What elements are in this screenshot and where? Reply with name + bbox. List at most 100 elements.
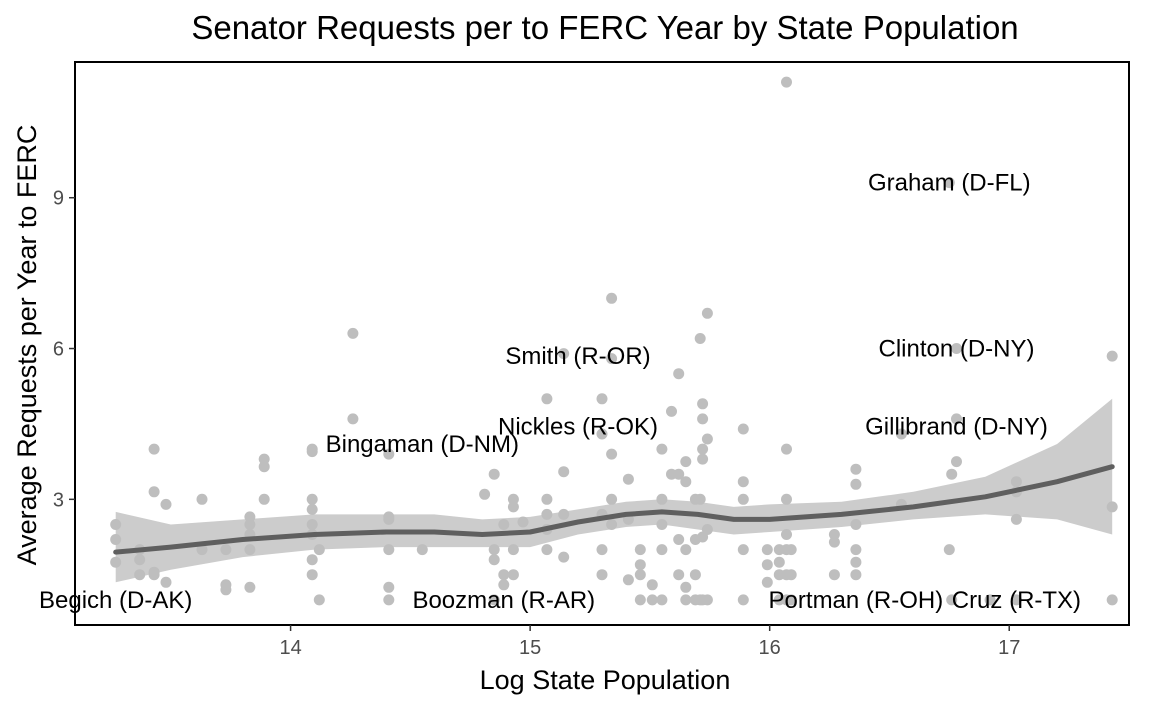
data-point xyxy=(1010,594,1022,606)
data-point xyxy=(656,519,668,530)
data-point xyxy=(306,503,318,515)
data-point xyxy=(761,576,773,588)
data-point xyxy=(383,513,395,525)
data-point xyxy=(488,544,500,556)
data-point xyxy=(781,493,792,505)
data-point xyxy=(689,569,701,581)
data-point xyxy=(507,493,519,505)
data-point xyxy=(498,569,510,581)
smooth-line-layer xyxy=(113,464,1115,555)
x-tick-label: 17 xyxy=(998,637,1020,659)
data-point xyxy=(701,433,713,445)
data-point xyxy=(313,544,325,556)
confidence-band xyxy=(115,398,1113,583)
data-point xyxy=(507,501,519,513)
data-point xyxy=(895,428,907,440)
data-point xyxy=(1010,513,1022,525)
data-point xyxy=(850,478,862,490)
data-point xyxy=(673,468,685,480)
data-point xyxy=(785,544,797,556)
data-point xyxy=(383,581,395,593)
data-point xyxy=(306,569,318,581)
data-point xyxy=(258,461,270,473)
senator-label: Begich (D-AK) xyxy=(39,587,192,614)
x-axis-title: Log State Population xyxy=(480,665,731,695)
data-point xyxy=(606,493,618,505)
senator-label: Portman (R-OH) xyxy=(769,587,944,614)
data-point xyxy=(541,493,553,505)
data-point xyxy=(1106,594,1118,606)
data-point xyxy=(850,569,862,581)
data-point xyxy=(781,529,792,540)
data-point xyxy=(507,569,519,581)
data-point xyxy=(244,519,256,530)
data-point xyxy=(701,594,713,606)
data-point xyxy=(1010,476,1022,488)
data-point xyxy=(479,488,491,500)
data-point xyxy=(656,594,668,606)
data-point xyxy=(656,443,668,455)
data-point xyxy=(634,569,646,581)
data-point xyxy=(646,594,658,606)
data-point xyxy=(347,327,359,339)
data-point xyxy=(673,534,685,545)
data-point xyxy=(306,519,318,530)
x-tick-label: 14 xyxy=(279,637,301,659)
data-point xyxy=(951,456,962,468)
data-point xyxy=(488,554,500,566)
data-point xyxy=(244,511,256,523)
data-point xyxy=(781,443,792,455)
data-point xyxy=(634,544,646,556)
data-point xyxy=(737,423,749,435)
data-point xyxy=(488,468,500,480)
senator-label: Gillibrand (D-NY) xyxy=(865,413,1048,440)
data-point xyxy=(943,177,955,189)
data-point xyxy=(946,594,958,606)
data-point xyxy=(306,446,318,458)
data-point xyxy=(416,544,428,556)
data-point xyxy=(951,343,962,354)
data-point xyxy=(258,453,270,465)
senator-label: Nickles (R-OK) xyxy=(498,413,658,440)
data-point xyxy=(697,453,709,465)
data-point xyxy=(634,559,646,571)
confidence-band-layer xyxy=(115,398,1113,583)
x-tick-label: 15 xyxy=(519,637,541,659)
plot-panel-border xyxy=(74,61,1130,626)
senator-label: Clinton (D-NY) xyxy=(878,336,1034,363)
senator-label: Cruz (R-TX) xyxy=(952,587,1081,614)
data-point xyxy=(596,393,608,405)
data-point xyxy=(850,463,862,475)
data-point xyxy=(306,554,318,566)
data-point xyxy=(646,579,658,591)
data-point xyxy=(220,544,232,556)
data-point xyxy=(134,569,146,581)
data-point xyxy=(160,576,172,588)
data-point xyxy=(596,428,608,440)
data-point xyxy=(773,556,785,568)
data-point xyxy=(606,353,618,365)
data-point xyxy=(828,529,840,540)
data-point xyxy=(517,516,529,528)
data-point xyxy=(507,544,519,556)
data-point xyxy=(488,594,500,606)
data-point xyxy=(680,476,692,488)
chart-title: Senator Requests per to FERC Year by Sta… xyxy=(191,9,1018,46)
data-point xyxy=(850,544,862,556)
data-point xyxy=(541,508,553,520)
data-point xyxy=(1106,350,1118,362)
data-point xyxy=(785,569,797,581)
data-point xyxy=(220,584,232,596)
data-point xyxy=(306,493,318,505)
data-point xyxy=(697,398,709,410)
y-tick-label: 6 xyxy=(53,339,64,361)
data-point xyxy=(383,594,395,606)
data-point xyxy=(666,405,677,417)
data-point xyxy=(656,544,668,556)
data-point xyxy=(737,594,749,606)
data-point xyxy=(622,574,634,586)
data-point xyxy=(148,569,160,581)
data-point xyxy=(761,544,773,556)
data-point xyxy=(951,413,962,425)
